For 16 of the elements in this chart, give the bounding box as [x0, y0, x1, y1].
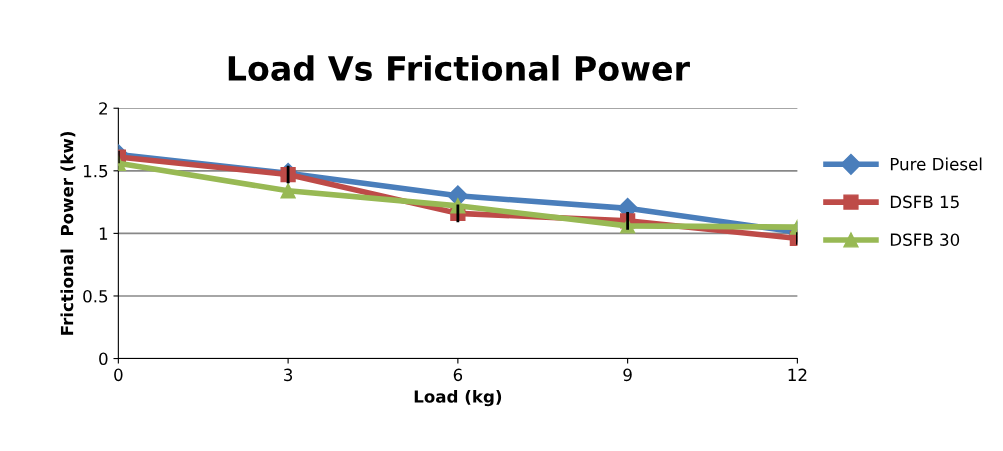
x-tick-label: 6 [453, 368, 463, 382]
legend-label: DSFB 30 [890, 233, 960, 246]
legend-label: DSFB 15 [890, 195, 959, 209]
y-tick-label: 0 [99, 352, 108, 366]
y-axis-title: Frictional Power (kw) [60, 131, 76, 335]
y-tick-label: 1 [99, 227, 108, 240]
x-tick-label: 0 [114, 368, 123, 382]
y-tick-label: 0.5 [83, 289, 108, 303]
x-tick-label: 9 [623, 368, 632, 382]
y-tick-label: 2 [99, 102, 107, 115]
legend-label: Pure Diesel [890, 157, 982, 171]
x-tick-label: 3 [284, 368, 293, 382]
x-axis-title: Load (kg) [414, 389, 502, 407]
x-tick-label: 12 [788, 368, 807, 381]
chart-title: Load Vs Frictional Power [228, 55, 690, 81]
y-tick-label: 1.5 [83, 165, 108, 178]
